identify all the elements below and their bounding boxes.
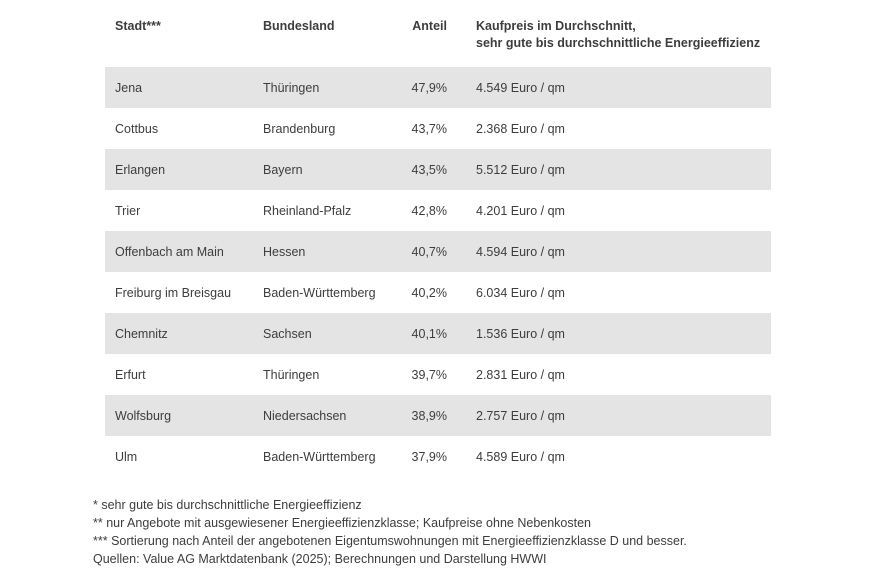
cell-bundesland: Hessen [263, 244, 306, 259]
footnotes: * sehr gute bis durchschnittliche Energi… [93, 496, 687, 568]
cell-anteil: 43,7% [411, 121, 447, 136]
cell-stadt: Wolfsburg [115, 408, 172, 423]
cell-stadt: Offenbach am Main [115, 244, 224, 259]
table-row: Cottbus Brandenburg 43,7% 2.368 Euro / q… [105, 108, 771, 149]
cell-stadt: Jena [115, 80, 143, 95]
cell-anteil: 40,1% [411, 326, 447, 341]
header-stadt: Stadt*** [115, 19, 161, 33]
footnote-line: *** Sortierung nach Anteil der angeboten… [93, 534, 687, 548]
table-row: Offenbach am Main Hessen 40,7% 4.594 Eur… [105, 231, 771, 272]
cell-anteil: 47,9% [411, 80, 447, 95]
cell-anteil: 43,5% [411, 162, 447, 177]
cell-stadt: Erfurt [115, 367, 146, 382]
cell-stadt: Erlangen [115, 162, 166, 177]
header-anteil: Anteil [412, 19, 447, 33]
cell-bundesland: Sachsen [263, 326, 312, 341]
cell-bundesland: Rheinland-Pfalz [263, 203, 352, 218]
cell-anteil: 38,9% [411, 408, 447, 423]
cell-stadt: Cottbus [115, 121, 159, 136]
footnote-line: ** nur Angebote mit ausgewiesener Energi… [93, 516, 592, 530]
energy-efficiency-table: Stadt*** Bundesland Anteil Kaufpreis im … [105, 18, 771, 477]
table-row: Jena Thüringen 47,9% 4.549 Euro / qm [105, 67, 771, 108]
cell-stadt: Chemnitz [115, 326, 168, 341]
table-row: Freiburg im Breisgau Baden-Württemberg 4… [105, 272, 771, 313]
cell-kaufpreis: 2.368 Euro / qm [476, 121, 565, 136]
cell-bundesland: Baden-Württemberg [263, 285, 376, 300]
cell-bundesland: Bayern [263, 162, 303, 177]
cell-anteil: 37,9% [411, 449, 447, 464]
cell-stadt: Freiburg im Breisgau [115, 285, 232, 300]
cell-stadt: Ulm [115, 449, 138, 464]
cell-anteil: 40,7% [411, 244, 447, 259]
cell-bundesland: Thüringen [263, 367, 320, 382]
cell-anteil: 39,7% [411, 367, 447, 382]
header-kaufpreis-line1: Kaufpreis im Durchschnitt, [476, 19, 636, 33]
cell-bundesland: Baden-Württemberg [263, 449, 376, 464]
cell-kaufpreis: 2.757 Euro / qm [476, 408, 565, 423]
table-row: Chemnitz Sachsen 40,1% 1.536 Euro / qm [105, 313, 771, 354]
cell-kaufpreis: 4.549 Euro / qm [476, 80, 565, 95]
cell-bundesland: Brandenburg [263, 121, 336, 136]
cell-anteil: 42,8% [411, 203, 447, 218]
footnote-line: Quellen: Value AG Marktdatenbank (2025);… [93, 552, 547, 566]
table-body: Jena Thüringen 47,9% 4.549 Euro / qm Cot… [105, 67, 771, 477]
cell-kaufpreis: 2.831 Euro / qm [476, 367, 565, 382]
cell-kaufpreis: 1.536 Euro / qm [476, 326, 565, 341]
table-row: Erfurt Thüringen 39,7% 2.831 Euro / qm [105, 354, 771, 395]
header-kaufpreis: Kaufpreis im Durchschnitt, sehr gute bis… [476, 18, 771, 52]
cell-kaufpreis: 4.594 Euro / qm [476, 244, 565, 259]
cell-bundesland: Niedersachsen [263, 408, 347, 423]
table-header-row: Stadt*** Bundesland Anteil Kaufpreis im … [105, 18, 771, 52]
cell-anteil: 40,2% [411, 285, 447, 300]
table-row: Erlangen Bayern 43,5% 5.512 Euro / qm [105, 149, 771, 190]
table-row: Ulm Baden-Württemberg 37,9% 4.589 Euro /… [105, 436, 771, 477]
cell-kaufpreis: 6.034 Euro / qm [476, 285, 565, 300]
footnote-line: * sehr gute bis durchschnittliche Energi… [93, 498, 362, 512]
cell-kaufpreis: 4.201 Euro / qm [476, 203, 565, 218]
header-bundesland: Bundesland [263, 19, 335, 33]
cell-kaufpreis: 4.589 Euro / qm [476, 449, 565, 464]
table-row: Trier Rheinland-Pfalz 42,8% 4.201 Euro /… [105, 190, 771, 231]
cell-stadt: Trier [115, 203, 141, 218]
header-kaufpreis-line2: sehr gute bis durchschnittliche Energiee… [476, 36, 761, 50]
cell-kaufpreis: 5.512 Euro / qm [476, 162, 565, 177]
cell-bundesland: Thüringen [263, 80, 320, 95]
table-row: Wolfsburg Niedersachsen 38,9% 2.757 Euro… [105, 395, 771, 436]
